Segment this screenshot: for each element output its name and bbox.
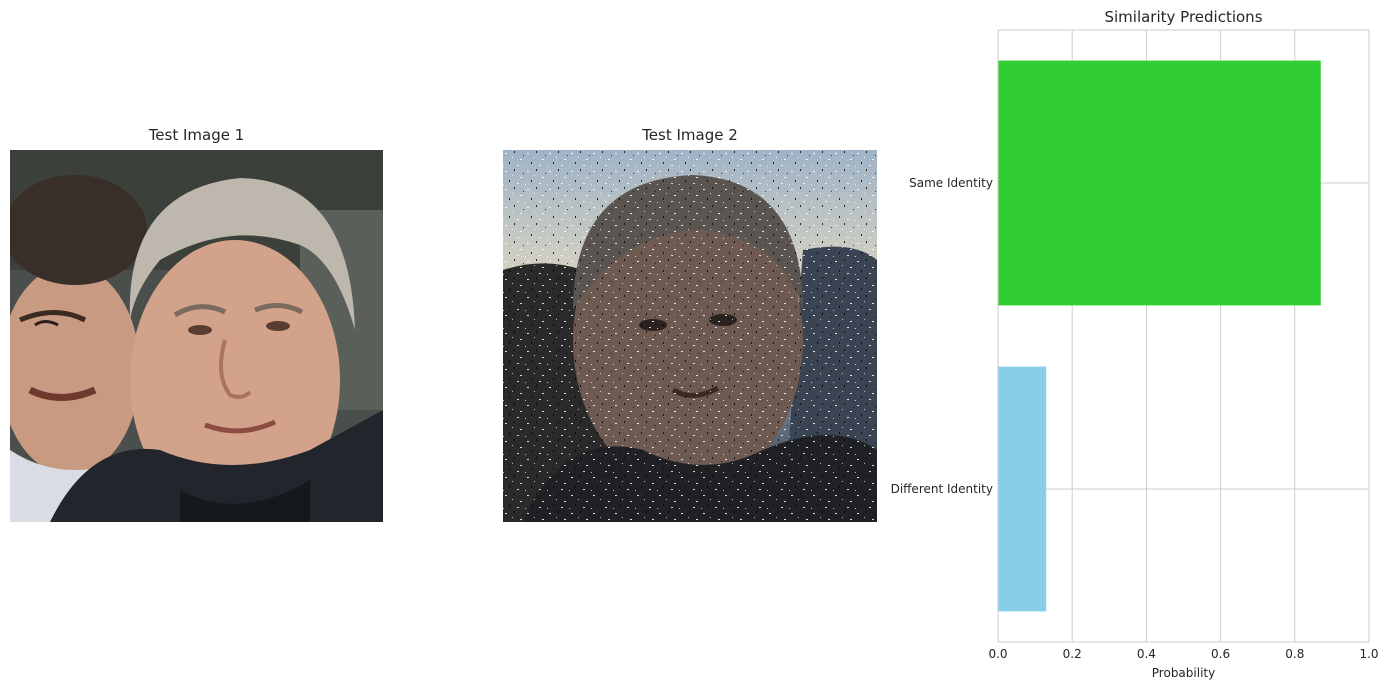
y-tick-labels: Different Identity Same Identity [891,176,993,496]
x-tick-label: 0.0 [988,647,1007,661]
test-image-2 [503,150,877,522]
x-tick-label: 0.6 [1211,647,1230,661]
bar-same-identity [998,60,1321,306]
x-tick-label: 0.2 [1063,647,1082,661]
chart-title: Similarity Predictions [1104,8,1262,26]
bar-different-identity [998,366,1047,612]
image-1-title: Test Image 1 [148,126,245,144]
bars [998,60,1321,612]
plot-frame [997,29,1370,643]
image-2-title: Test Image 2 [642,126,738,144]
x-tick-label: 0.4 [1137,647,1156,661]
test-image-1 [10,150,383,522]
x-tick-label: 1.0 [1359,647,1378,661]
x-tick-label: 0.8 [1285,647,1304,661]
y-tick-label: Same Identity [909,176,993,190]
x-tick-labels: 0.0 0.2 0.4 0.6 0.8 1.0 [988,647,1378,661]
x-axis-label: Probability [1152,666,1215,680]
y-tick-label: Different Identity [891,482,993,496]
